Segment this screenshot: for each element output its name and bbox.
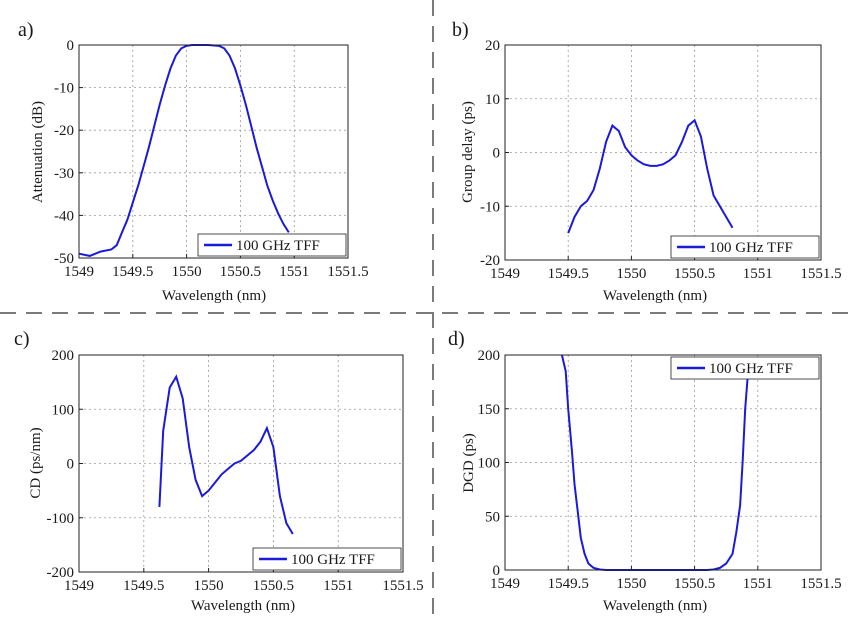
y-tick-label: -20 <box>54 123 74 139</box>
y-axis-label: CD (ps/nm) <box>28 427 44 498</box>
x-tick-label: 1550.5 <box>674 576 715 592</box>
x-tick-label: 1549 <box>64 578 94 594</box>
legend-box <box>670 235 820 259</box>
x-tick-label: 1549 <box>64 264 94 280</box>
y-tick-label: 10 <box>485 92 500 108</box>
legend: 100 GHz TFF <box>670 356 820 380</box>
y-tick-label: 20 <box>485 38 500 54</box>
data-line <box>567 118 734 234</box>
legend: 100 GHz TFF <box>197 233 347 257</box>
x-tick-label: 1550 <box>616 266 646 282</box>
x-tick-label: 1550.5 <box>220 264 261 280</box>
x-tick-label: 1551 <box>743 576 773 592</box>
x-tick-label: 1551.5 <box>800 266 841 282</box>
y-tick-label: -200 <box>47 565 75 581</box>
legend: 100 GHz TFF <box>670 235 820 259</box>
y-tick-label: 0 <box>67 38 75 54</box>
y-tick-label: -20 <box>480 253 500 269</box>
legend-label: 100 GHz TFF <box>291 552 375 568</box>
y-tick-label: -40 <box>54 208 74 224</box>
x-tick-label: 1551.5 <box>382 578 423 594</box>
panel-c: c) CD (ps/nm) Wavelength (nm) 1549 1549.5… <box>14 328 424 614</box>
plot-area <box>79 45 348 258</box>
legend-box <box>197 233 347 257</box>
y-tick-label: 100 <box>478 456 501 472</box>
y-tick-label: 150 <box>478 402 501 418</box>
x-tick-label: 1550 <box>172 264 202 280</box>
y-tick-label: 200 <box>52 348 75 364</box>
x-tick-label: 1549.5 <box>123 578 164 594</box>
plot-area <box>505 355 821 570</box>
legend-box <box>670 356 820 380</box>
x-tick-label: 1551.5 <box>327 264 368 280</box>
x-tick-label: 1549 <box>490 576 520 592</box>
axes-frame <box>78 44 349 259</box>
x-axis-label: Wavelength (nm) <box>162 288 266 304</box>
y-tick-label: 0 <box>493 146 501 162</box>
x-tick-label: 1549 <box>490 266 520 282</box>
data-line <box>158 374 294 535</box>
plot-area <box>505 45 821 260</box>
y-axis-label: Attenuation (dB) <box>30 101 46 203</box>
x-tick-label: 1551.5 <box>800 576 841 592</box>
y-tick-label: -10 <box>54 81 74 97</box>
y-axis-label: Group delay (ps) <box>460 101 476 203</box>
data-line <box>78 44 290 257</box>
y-tick-label: 100 <box>52 402 75 418</box>
y-tick-label: -100 <box>47 511 75 527</box>
x-tick-label: 1550 <box>194 578 224 594</box>
x-tick-label: 1551 <box>743 266 773 282</box>
panel-label: d) <box>448 328 465 350</box>
legend: 100 GHz TFF <box>252 547 402 571</box>
y-tick-label: -50 <box>54 251 74 267</box>
x-tick-label: 1550 <box>616 576 646 592</box>
legend-label: 100 GHz TFF <box>709 240 793 256</box>
panel-label: c) <box>14 328 30 350</box>
x-tick-label: 1549.5 <box>548 266 589 282</box>
y-tick-label: 50 <box>485 509 500 525</box>
legend-box <box>252 547 402 571</box>
y-axis-label: DGD (ps) <box>461 433 477 493</box>
y-tick-label: -30 <box>54 166 74 182</box>
panel-b: b) Group delay (ps) Wavelength (nm) 1549… <box>452 19 842 304</box>
x-tick-label: 1550.5 <box>253 578 294 594</box>
x-axis-label: Wavelength (nm) <box>191 598 295 614</box>
y-tick-label: 200 <box>478 348 501 364</box>
x-tick-label: 1550.5 <box>674 266 715 282</box>
x-tick-label: 1549.5 <box>548 576 589 592</box>
panel-a: a) Attenuation (dB) Wavelength (nm) 1549… <box>18 19 369 304</box>
legend-label: 100 GHz TFF <box>709 361 793 377</box>
x-tick-label: 1549.5 <box>112 264 153 280</box>
x-axis-label: Wavelength (nm) <box>603 598 707 614</box>
x-tick-label: 1551 <box>279 264 309 280</box>
panel-d: d) DGD (ps) Wavelength (nm) 1549 1549.5 15… <box>448 328 842 614</box>
x-tick-label: 1551 <box>323 578 353 594</box>
y-tick-label: 0 <box>493 563 501 579</box>
panel-label: b) <box>452 19 469 41</box>
legend-label: 100 GHz TFF <box>236 238 320 254</box>
x-axis-label: Wavelength (nm) <box>603 288 707 304</box>
y-tick-label: 0 <box>67 457 75 473</box>
panel-label: a) <box>18 19 34 41</box>
y-tick-label: -10 <box>480 199 500 215</box>
